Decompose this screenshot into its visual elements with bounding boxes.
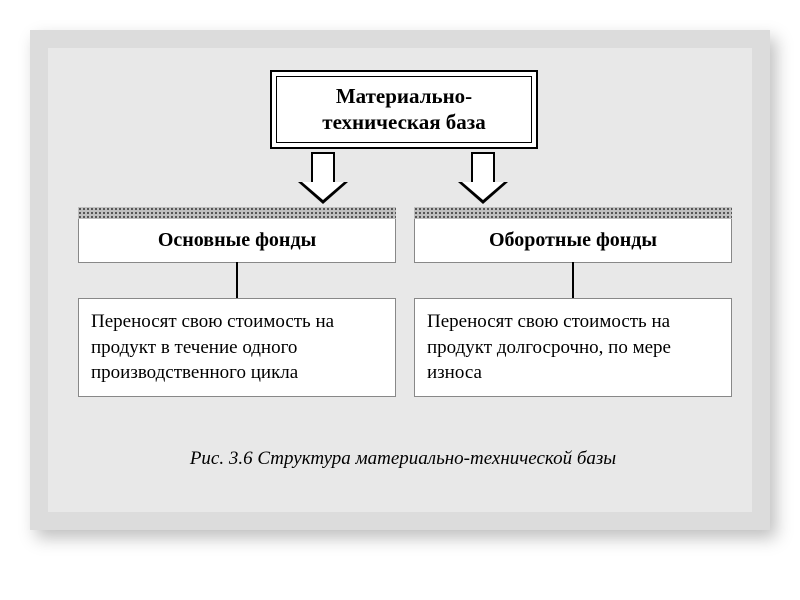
child-left-title: Основные фонды	[158, 229, 316, 251]
arrow-to-left-child	[298, 152, 348, 204]
root-node-inner: Материально- техническая база	[276, 76, 532, 143]
arrow-shaft	[471, 152, 495, 182]
arrow-head-icon	[298, 182, 348, 204]
dotted-bar	[78, 207, 396, 219]
diagram-frame: Материально- техническая база Основные ф…	[30, 30, 770, 530]
child-node-left: Основные фонды	[78, 218, 396, 263]
arrow-to-right-child	[458, 152, 508, 204]
connector-right	[572, 262, 574, 298]
child-node-right: Оборотные фонды	[414, 218, 732, 263]
diagram-canvas: Материально- техническая база Основные ф…	[48, 48, 752, 512]
root-node: Материально- техническая база	[270, 70, 538, 149]
leaf-node-right: Переносят свою стоимость на продукт долг…	[414, 298, 732, 397]
connector-left	[236, 262, 238, 298]
figure-caption: Рис. 3.6 Структура материально-техническ…	[168, 448, 638, 470]
leaf-right-text: Переносят свою стоимость на продукт долг…	[427, 311, 671, 383]
slide: Материально- техническая база Основные ф…	[0, 0, 800, 600]
root-line2: техническая база	[322, 110, 486, 134]
arrow-shaft	[311, 152, 335, 182]
dotted-bar	[414, 207, 732, 219]
caption-text: Рис. 3.6 Структура материально-техническ…	[190, 448, 616, 469]
arrow-head-icon	[458, 182, 508, 204]
leaf-left-text: Переносят свою стоимость на продукт в те…	[91, 311, 334, 383]
child-right-title: Оборотные фонды	[489, 229, 657, 251]
root-line1: Материально-	[336, 84, 472, 108]
leaf-node-left: Переносят свою стоимость на продукт в те…	[78, 298, 396, 397]
